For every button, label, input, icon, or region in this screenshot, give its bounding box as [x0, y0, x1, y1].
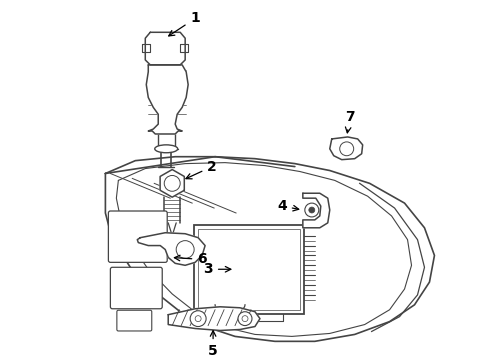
Circle shape: [304, 203, 318, 217]
Polygon shape: [105, 157, 433, 341]
Text: 1: 1: [168, 12, 200, 36]
Circle shape: [238, 312, 251, 325]
Polygon shape: [145, 32, 185, 65]
Polygon shape: [160, 170, 184, 197]
Text: 7: 7: [344, 110, 354, 133]
Circle shape: [242, 316, 247, 321]
Circle shape: [339, 142, 353, 156]
Circle shape: [308, 207, 314, 213]
Circle shape: [176, 240, 194, 258]
Polygon shape: [302, 193, 329, 228]
Text: 5: 5: [208, 331, 218, 358]
Circle shape: [195, 316, 201, 321]
Polygon shape: [146, 65, 188, 134]
Polygon shape: [142, 44, 150, 52]
Circle shape: [190, 311, 205, 327]
Text: 4: 4: [276, 199, 298, 213]
Text: 6: 6: [174, 252, 206, 266]
FancyBboxPatch shape: [117, 310, 151, 331]
Polygon shape: [168, 307, 260, 330]
Polygon shape: [137, 233, 204, 265]
FancyBboxPatch shape: [194, 225, 303, 314]
FancyBboxPatch shape: [110, 267, 162, 309]
Circle shape: [164, 175, 180, 191]
Polygon shape: [180, 44, 188, 52]
Polygon shape: [329, 137, 362, 160]
Text: 2: 2: [185, 159, 217, 179]
FancyBboxPatch shape: [108, 211, 167, 262]
Text: 3: 3: [203, 262, 230, 276]
Ellipse shape: [154, 145, 177, 153]
